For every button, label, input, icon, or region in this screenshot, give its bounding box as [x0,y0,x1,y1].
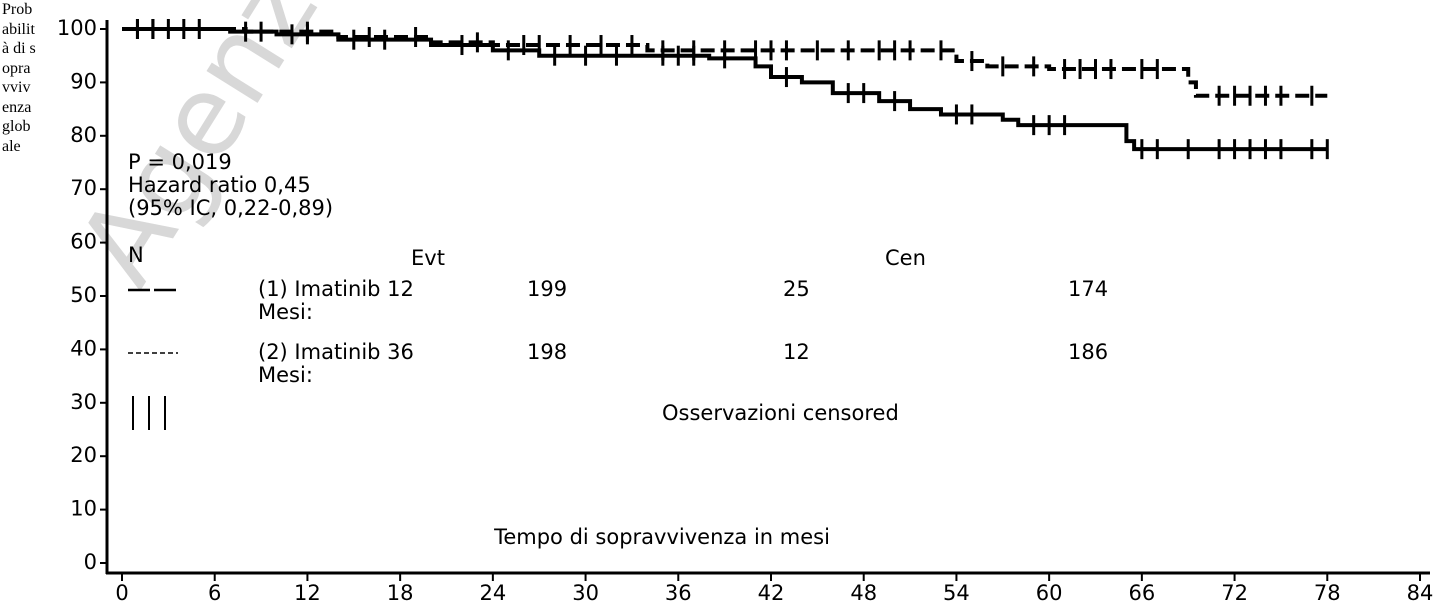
x-tick-label: 54 [943,581,970,605]
n-value: 198 [527,340,567,364]
cen-value: 174 [1068,277,1108,301]
y-tick-label: 0 [84,550,97,574]
x-tick-label: 36 [665,581,692,605]
x-tick-label: 84 [1407,581,1434,605]
x-axis-label: Tempo di sopravvivenza in mesi [493,525,830,549]
n-value: 199 [527,277,567,301]
x-tick-label: 30 [572,581,599,605]
row-label: Mesi: [258,300,313,324]
x-tick-label: 78 [1314,581,1341,605]
x-tick-label: 72 [1221,581,1248,605]
annotation: P = 0,019 [128,150,232,174]
y-tick-label: 50 [70,283,97,307]
table-header: N [128,243,144,267]
cen-value: 186 [1068,340,1108,364]
row-label: (1) Imatinib 12 [258,277,414,301]
row-label: (2) Imatinib 36 [258,340,414,364]
evt-value: 25 [783,277,810,301]
x-tick-label: 24 [479,581,506,605]
table-header: Cen [885,246,926,270]
y-tick-label: 20 [70,443,97,467]
y-tick-label: 80 [70,123,97,147]
y-tick-label: 100 [57,16,97,40]
x-tick-label: 60 [1036,581,1063,605]
y-tick-label: 30 [70,390,97,414]
y-tick-label: 70 [70,176,97,200]
annotation: (95% IC, 0,22-0,89) [128,196,333,220]
survival-curve [122,27,1328,98]
x-tick-label: 12 [294,581,321,605]
x-tick-label: 66 [1128,581,1155,605]
x-tick-label: 48 [850,581,877,605]
x-tick-label: 6 [208,581,221,605]
evt-value: 12 [783,340,810,364]
y-axis-label: Probabilità di sopravvivenza globale [0,0,36,608]
x-tick-label: 0 [115,581,128,605]
censor-legend: Osservazioni censored [662,401,899,425]
y-tick-label: 40 [70,336,97,360]
annotation: Hazard ratio 0,45 [128,173,311,197]
row-label: Mesi: [258,363,313,387]
x-tick-label: 42 [758,581,785,605]
y-tick-label: 90 [70,69,97,93]
y-tick-label: 60 [70,230,97,254]
x-tick-label: 18 [387,581,414,605]
y-tick-label: 10 [70,497,97,521]
table-header: Evt [411,246,445,270]
